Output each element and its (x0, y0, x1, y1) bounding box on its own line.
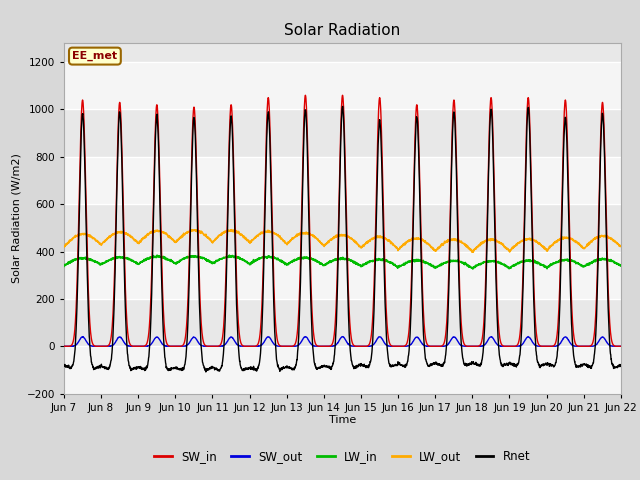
SW_out (524, 334, 532, 339)
Y-axis label: Solar Radiation (W/m2): Solar Radiation (W/m2) (11, 154, 21, 283)
Bar (64, 157, 621, 204)
Legend: SW_in, SW_out, LW_in, LW_out, Rnet: SW_in, SW_out, LW_in, LW_out, Rnet (150, 445, 535, 468)
LW_in (371, 256, 379, 262)
Bar (64, 252, 621, 299)
Rnet (371, 272, 379, 277)
LW_out (470, 249, 477, 255)
Title: Solar Radiation: Solar Radiation (284, 23, 401, 38)
SW_out (358, 343, 366, 349)
LW_out (216, 233, 223, 239)
SW_in (584, 343, 591, 349)
LW_out (617, 243, 625, 249)
SW_out (216, 343, 223, 349)
Bar (64, 346, 621, 394)
Bar (64, 62, 621, 109)
LW_out (371, 235, 379, 241)
Rnet (505, 360, 513, 366)
LW_in (469, 266, 477, 272)
LW_in (359, 262, 367, 268)
Line: LW_in: LW_in (64, 255, 621, 269)
Line: SW_in: SW_in (64, 96, 621, 346)
LW_in (505, 264, 513, 270)
Rnet (216, 368, 223, 374)
LW_out (505, 247, 513, 253)
Line: LW_out: LW_out (64, 230, 621, 252)
SW_out (371, 340, 378, 346)
SW_out (60, 343, 68, 349)
SW_in (371, 259, 379, 264)
LW_out (584, 241, 591, 247)
LW_out (568, 237, 576, 242)
LW_in (153, 252, 161, 258)
SW_out (504, 343, 512, 349)
Rnet (339, 104, 347, 109)
LW_out (60, 244, 68, 250)
SW_in (301, 93, 309, 98)
SW_in (359, 343, 367, 349)
LW_in (568, 258, 576, 264)
Rnet (60, 363, 68, 369)
LW_in (216, 257, 223, 263)
SW_in (568, 305, 575, 311)
SW_in (617, 343, 625, 349)
LW_in (617, 263, 625, 269)
SW_in (216, 343, 223, 348)
SW_out (617, 343, 625, 349)
Text: EE_met: EE_met (72, 51, 118, 61)
SW_out (584, 343, 591, 349)
Line: Rnet: Rnet (64, 107, 621, 372)
Line: SW_out: SW_out (64, 336, 621, 346)
Rnet (359, 362, 367, 368)
Rnet (617, 363, 625, 369)
LW_out (359, 244, 367, 250)
SW_in (504, 343, 512, 349)
Rnet (202, 369, 210, 375)
SW_out (568, 342, 575, 348)
Rnet (568, 332, 576, 337)
LW_in (584, 262, 591, 267)
Rnet (584, 364, 591, 370)
SW_in (60, 343, 68, 349)
X-axis label: Time: Time (329, 415, 356, 425)
LW_in (60, 264, 68, 269)
LW_out (228, 227, 236, 233)
